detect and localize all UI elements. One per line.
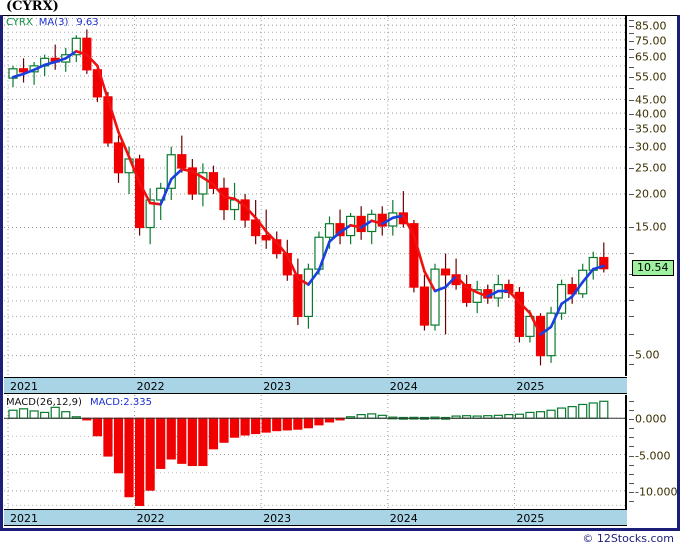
price-axis-minor-tick — [629, 300, 634, 302]
price-axis-minor-tick — [629, 333, 634, 335]
price-axis-label: 65.00 — [635, 50, 667, 64]
price-candlestick-plot — [4, 16, 625, 376]
price-chart-panel[interactable] — [4, 16, 627, 376]
price-axis-label: 75.00 — [635, 34, 667, 48]
macd-axis-label: 0.000 — [635, 412, 667, 426]
price-axis-tick — [629, 193, 634, 195]
price-axis-minor-tick — [629, 253, 634, 255]
year-label-top-2022: 2022 — [136, 380, 165, 393]
frame-border-right — [677, 15, 680, 531]
price-axis-minor-tick — [629, 33, 634, 35]
macd-axis-minor-tick — [629, 482, 634, 484]
copyright-footer: © 12Stocks.com — [582, 532, 674, 545]
year-label-top-2023: 2023 — [263, 380, 292, 393]
price-axis-minor-tick — [629, 286, 634, 288]
price-y-axis: 85.00 75.00 65.00 55.00 45.00 40.00 35.00 30.00… — [629, 16, 680, 376]
year-label-bottom-2021: 2021 — [10, 512, 38, 525]
legend-symbol: CYRX — [6, 17, 33, 28]
page-title: (CYRX) — [6, 0, 59, 14]
macd-legend: MACD(26,12,9) MACD:2.335 — [6, 397, 152, 408]
price-axis-label: 40.00 — [635, 107, 667, 121]
price-axis-minor-tick — [629, 48, 634, 50]
macd-axis-minor-tick — [629, 437, 634, 439]
price-axis-tick — [629, 146, 634, 148]
price-axis-tick — [629, 168, 634, 170]
price-axis-label: 45.00 — [635, 93, 667, 107]
price-axis-tick — [629, 76, 634, 78]
year-label-top-2024: 2024 — [389, 380, 418, 393]
price-axis-tick — [629, 40, 634, 42]
macd-axis-minor-tick — [629, 446, 634, 448]
year-label-bottom-2024: 2024 — [389, 512, 418, 525]
macd-axis-minor-tick — [629, 455, 634, 457]
macd-panel[interactable] — [4, 395, 627, 509]
year-label-bottom-2025: 2025 — [516, 512, 545, 525]
macd-legend-name: MACD(26,12,9) — [6, 397, 82, 408]
price-axis-tick — [629, 99, 634, 101]
year-axis-bottom: 2021 2022 2023 2024 2025 — [4, 509, 627, 526]
year-label-bottom-2023: 2023 — [263, 512, 292, 525]
price-axis-label: 25.00 — [635, 161, 667, 175]
macd-histogram-plot — [4, 395, 625, 509]
current-price-tag: 10.54 — [632, 260, 674, 277]
price-axis-minor-tick — [629, 274, 634, 276]
price-legend: CYRX MA(3) 9.63 — [6, 17, 99, 28]
macd-axis-minor-tick — [629, 401, 634, 403]
macd-axis-minor-tick — [629, 419, 634, 421]
price-axis-minor-tick — [629, 87, 634, 89]
price-axis-minor-tick — [629, 364, 634, 366]
macd-axis-minor-tick — [629, 491, 634, 493]
price-axis-tick — [629, 227, 634, 229]
price-axis-minor-tick — [629, 66, 634, 68]
frame-border-bottom — [0, 528, 680, 531]
chart-frame — [0, 15, 680, 531]
price-axis-tick — [629, 57, 634, 59]
legend-ma-value: 9.63 — [76, 17, 99, 28]
macd-y-axis: 0.000 -5.000 -10.000 — [629, 395, 680, 509]
price-axis-minor-tick — [629, 315, 634, 317]
year-label-top-2021: 2021 — [10, 380, 38, 393]
macd-axis-minor-tick — [629, 473, 634, 475]
price-axis-label: 85.00 — [635, 19, 667, 33]
price-axis-label: 5.00 — [635, 348, 660, 362]
macd-axis-minor-tick — [629, 428, 634, 430]
price-axis-label: 55.00 — [635, 70, 667, 84]
macd-legend-value: MACD:2.335 — [89, 397, 152, 408]
frame-border-left — [0, 15, 3, 531]
price-axis-tick — [629, 354, 634, 356]
macd-axis-label: -5.000 — [635, 449, 671, 463]
year-axis-top: 2021 2022 2023 2024 2025 — [4, 377, 627, 394]
price-axis-tick — [629, 26, 634, 28]
macd-axis-minor-tick — [629, 500, 634, 502]
price-axis-tick — [629, 113, 634, 115]
price-axis-tick — [629, 129, 634, 131]
price-axis-label: 15.00 — [635, 220, 667, 234]
price-axis-label: 20.00 — [635, 187, 667, 201]
macd-axis-minor-tick — [629, 464, 634, 466]
price-axis-label: 30.00 — [635, 140, 667, 154]
year-label-bottom-2022: 2022 — [136, 512, 165, 525]
price-axis-label: 35.00 — [635, 122, 667, 136]
price-axis-minor-tick — [629, 19, 634, 21]
macd-axis-label: -10.000 — [635, 485, 678, 499]
year-label-top-2025: 2025 — [516, 380, 545, 393]
legend-ma-label: MA(3) — [38, 17, 69, 28]
macd-axis-minor-tick — [629, 410, 634, 412]
